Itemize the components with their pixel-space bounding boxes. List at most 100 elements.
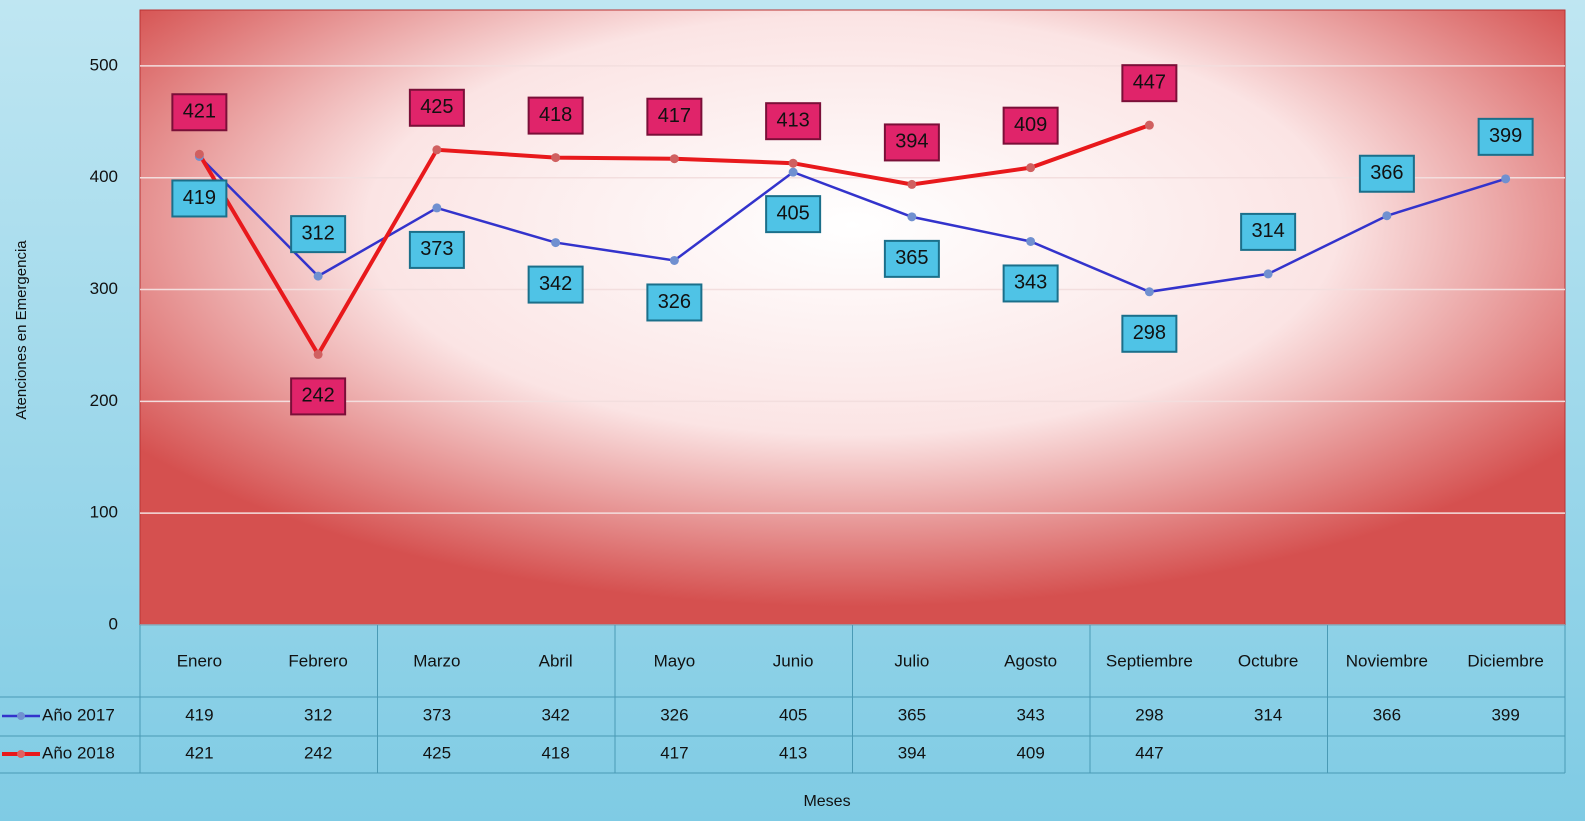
x-tick-label: Marzo xyxy=(413,651,460,670)
data-label: 425 xyxy=(420,96,453,118)
point xyxy=(313,349,323,359)
table-value: 417 xyxy=(660,743,688,762)
x-tick-label: Diciembre xyxy=(1467,651,1544,670)
data-label: 405 xyxy=(776,202,809,224)
data-label-box xyxy=(883,239,940,278)
series-line xyxy=(198,155,1506,294)
data-label-box xyxy=(290,377,347,416)
data-label: 242 xyxy=(301,385,334,407)
y-tick-label: 0 xyxy=(109,614,118,633)
table-value: 418 xyxy=(541,743,569,762)
data-label: 373 xyxy=(420,238,453,260)
table-value: 413 xyxy=(779,743,807,762)
x-tick-label: Enero xyxy=(177,651,222,670)
data-label: 312 xyxy=(301,222,334,244)
data-label-box xyxy=(1240,212,1297,251)
point xyxy=(551,153,561,163)
data-label-box xyxy=(1002,106,1059,145)
y-tick-label: 400 xyxy=(90,167,118,186)
data-label: 413 xyxy=(776,109,809,131)
point xyxy=(788,158,798,168)
table-value: 365 xyxy=(898,705,926,724)
y-tick-label: 500 xyxy=(90,55,118,74)
data-label: 365 xyxy=(895,247,928,269)
table-value: 326 xyxy=(660,705,688,724)
data-label-box xyxy=(1477,117,1534,156)
point xyxy=(1144,287,1154,297)
table-value: 343 xyxy=(1016,705,1044,724)
data-label-box xyxy=(646,97,703,136)
legend-marker xyxy=(17,750,25,758)
table-value: 312 xyxy=(304,705,332,724)
table-value: 405 xyxy=(779,705,807,724)
point xyxy=(194,149,204,159)
table-value: 314 xyxy=(1254,705,1282,724)
point xyxy=(1382,211,1392,221)
x-tick-label: Septiembre xyxy=(1106,651,1193,670)
data-label-box xyxy=(1121,64,1178,103)
table-value: 409 xyxy=(1016,743,1044,762)
table-value: 373 xyxy=(423,705,451,724)
data-label: 298 xyxy=(1133,322,1166,344)
y-tick-label: 300 xyxy=(90,279,118,298)
x-tick-label: Octubre xyxy=(1238,651,1298,670)
point xyxy=(551,238,561,248)
data-label-box xyxy=(1358,154,1415,193)
data-label-box xyxy=(171,93,228,132)
data-label-box xyxy=(1121,314,1178,353)
data-label: 409 xyxy=(1014,114,1047,136)
table-value: 425 xyxy=(423,743,451,762)
table-value: 421 xyxy=(185,743,213,762)
data-label: 314 xyxy=(1251,220,1284,242)
y-axis-label: Atenciones en Emergencia xyxy=(13,240,30,420)
data-label: 421 xyxy=(183,101,216,123)
data-label: 418 xyxy=(539,104,572,126)
point xyxy=(788,167,798,177)
point xyxy=(1144,120,1154,130)
data-label: 343 xyxy=(1014,272,1047,294)
table-value: 394 xyxy=(898,743,926,762)
data-label-box xyxy=(765,102,822,141)
plot-area xyxy=(139,9,1566,626)
legend-marker xyxy=(17,712,25,720)
y-tick-label: 100 xyxy=(90,503,118,522)
table-value: 419 xyxy=(185,705,213,724)
table-value: 399 xyxy=(1491,705,1519,724)
data-label-box xyxy=(765,195,822,234)
data-label-box xyxy=(408,230,465,269)
point xyxy=(1026,163,1036,173)
data-label: 417 xyxy=(658,105,691,127)
y-tick-label: 200 xyxy=(90,391,118,410)
table-value: 342 xyxy=(541,705,569,724)
data-label: 326 xyxy=(658,291,691,313)
x-tick-label: Mayo xyxy=(654,651,696,670)
data-label-box xyxy=(408,88,465,127)
data-label: 366 xyxy=(1370,162,1403,184)
point xyxy=(432,203,442,213)
point xyxy=(313,271,323,281)
x-tick-label: Julio xyxy=(894,651,929,670)
data-label-box xyxy=(290,215,347,254)
x-tick-label: Abril xyxy=(539,651,573,670)
table-value: 366 xyxy=(1373,705,1401,724)
data-label-box xyxy=(527,265,584,304)
point xyxy=(432,145,442,155)
point xyxy=(669,154,679,164)
point xyxy=(1501,174,1511,184)
data-label: 447 xyxy=(1133,71,1166,93)
data-label: 342 xyxy=(539,273,572,295)
point xyxy=(669,255,679,265)
data-label-box xyxy=(527,96,584,135)
data-label: 399 xyxy=(1489,125,1522,147)
table-value: 447 xyxy=(1135,743,1163,762)
point xyxy=(1026,236,1036,246)
x-axis-label: Meses xyxy=(803,793,850,810)
table-value: 242 xyxy=(304,743,332,762)
legend-label: Año 2017 xyxy=(42,705,115,724)
data-label: 394 xyxy=(895,131,928,153)
point xyxy=(1263,269,1273,279)
data-label: 419 xyxy=(183,187,216,209)
data-label-box xyxy=(1002,264,1059,303)
data-label-box xyxy=(171,179,228,218)
